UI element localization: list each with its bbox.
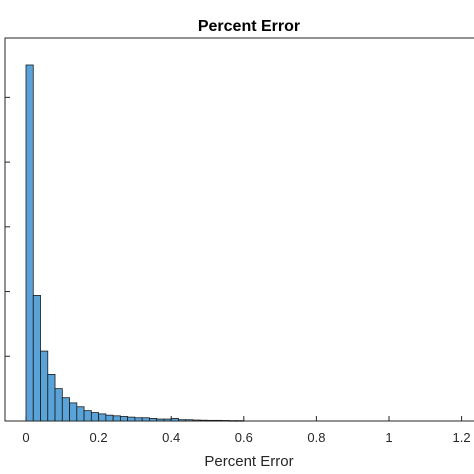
- histogram-bar-22: [185, 419, 194, 422]
- histogram-bar-0: [25, 64, 34, 422]
- histogram-bar-6: [69, 402, 78, 422]
- histogram-bar-3: [47, 373, 56, 422]
- histogram-bar-24: [199, 419, 208, 422]
- x-tick-label-2: 0.4: [162, 430, 180, 445]
- x-tick-label-0: 0: [22, 430, 29, 445]
- histogram-bar-27: [221, 420, 230, 422]
- histogram-bar-23: [192, 419, 201, 422]
- histogram-bar-5: [61, 397, 70, 422]
- x-tick-label-5: 1: [385, 430, 392, 445]
- histogram-bar-28: [228, 420, 237, 422]
- histogram-bar-25: [207, 419, 216, 422]
- histogram-bar-2: [40, 350, 49, 422]
- histogram-bar-13: [119, 416, 129, 422]
- histogram-bar-21: [178, 419, 187, 422]
- histogram-bar-7: [76, 406, 85, 422]
- histogram-bar-10: [98, 413, 107, 422]
- x-axis-label: Percent Error: [204, 453, 293, 470]
- y-axis-ticks: [5, 96, 10, 357]
- histogram-bar-12: [112, 415, 121, 422]
- histogram-bar-4: [54, 388, 63, 422]
- x-tick-label-6: 1.2: [453, 430, 471, 445]
- histogram-bar-14: [127, 416, 136, 422]
- x-tick-label-1: 0.2: [90, 430, 108, 445]
- x-tick-label-3: 0.6: [235, 430, 253, 445]
- x-axis-ticks: 0 0.2 0.4 0.6 0.8 1 1.2: [22, 416, 471, 445]
- x-tick-label-4: 0.8: [307, 430, 325, 445]
- histogram-bar-19: [163, 418, 172, 422]
- histogram-bar-8: [83, 410, 92, 422]
- histogram-bar-20: [170, 418, 179, 422]
- histogram-bar-17: [149, 418, 158, 422]
- histogram-bar-1: [32, 295, 41, 422]
- histogram-bar-15: [134, 417, 143, 422]
- bars-group: [25, 64, 245, 422]
- histogram-bar-9: [90, 412, 99, 422]
- histogram-bar-16: [141, 417, 150, 422]
- histogram-bar-26: [214, 419, 223, 422]
- histogram-bar-11: [105, 414, 114, 422]
- histogram-bar-29: [236, 420, 245, 422]
- histogram-bar-18: [156, 418, 165, 422]
- chart-title: Percent Error: [198, 18, 300, 35]
- plot-area-frame: [4, 37, 474, 422]
